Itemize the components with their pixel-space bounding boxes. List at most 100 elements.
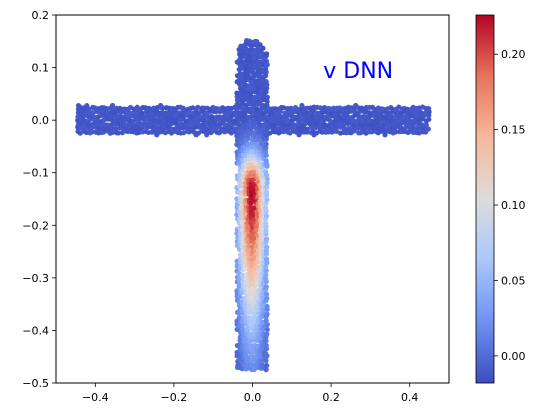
data-point [264, 295, 270, 301]
data-point [254, 294, 260, 301]
data-point [251, 168, 257, 175]
data-point [109, 102, 116, 109]
data-point [80, 113, 87, 119]
data-point [328, 118, 334, 124]
data-point [404, 106, 410, 112]
data-point [239, 94, 245, 100]
data-point [254, 259, 260, 265]
data-point [245, 132, 251, 138]
data-point [289, 110, 295, 116]
data-point [281, 105, 287, 111]
x-tick-label: 0.2 [322, 391, 340, 404]
data-point [313, 114, 319, 120]
data-point [263, 358, 269, 364]
data-point [186, 125, 192, 131]
data-point [263, 351, 269, 357]
data-point [139, 110, 145, 116]
data-point [245, 247, 251, 253]
y-tick-label: 0.0 [32, 114, 50, 127]
data-point [425, 126, 431, 132]
data-point [236, 77, 242, 83]
scatter-points [75, 38, 432, 373]
data-point [127, 110, 133, 116]
data-point [263, 317, 269, 324]
data-point [257, 85, 263, 91]
data-point [242, 283, 248, 289]
data-point [237, 183, 243, 190]
data-point [248, 309, 254, 315]
data-point [264, 94, 270, 100]
colorbar-tick-label: 0.20 [501, 48, 526, 61]
data-point [263, 272, 269, 278]
data-point [239, 59, 245, 65]
data-point [264, 331, 270, 337]
data-point [103, 106, 110, 112]
data-point [263, 136, 269, 142]
data-point [121, 121, 128, 127]
data-point [248, 200, 254, 206]
data-point [264, 321, 270, 328]
y-tick-label: −0.5 [22, 377, 49, 390]
data-point [292, 104, 299, 111]
data-point [313, 124, 319, 130]
data-point [264, 51, 270, 57]
data-point [319, 109, 325, 116]
data-point [101, 117, 107, 123]
data-point [248, 287, 254, 293]
y-tick-label: 0.2 [32, 9, 50, 22]
data-point [260, 362, 266, 368]
data-point [115, 120, 122, 126]
data-point [264, 326, 270, 333]
y-tick-label: −0.2 [22, 219, 49, 232]
data-point [398, 113, 404, 120]
data-point [257, 42, 263, 48]
colorbar-axis: 0.00 0.05 0.10 0.15 0.20 [494, 48, 526, 363]
data-point [264, 196, 270, 203]
data-point [263, 58, 269, 64]
data-point [248, 39, 254, 45]
data-point [160, 105, 166, 111]
data-point [263, 291, 270, 297]
data-point [257, 122, 264, 128]
x-tick-label: 0.0 [244, 391, 262, 404]
data-point [299, 102, 305, 109]
data-point [381, 125, 387, 132]
data-point [426, 116, 432, 122]
data-point [251, 331, 257, 337]
data-point [248, 90, 254, 96]
data-point [263, 141, 269, 147]
data-point [263, 367, 269, 373]
data-point [333, 125, 340, 131]
data-point [264, 102, 270, 108]
data-point [201, 117, 207, 123]
colorbar-tick-label: 0.15 [501, 124, 526, 137]
data-point [172, 113, 178, 119]
colorbar-tick-label: 0.00 [501, 350, 526, 363]
x-tick-label: −0.4 [82, 391, 109, 404]
data-point [175, 121, 181, 127]
data-point [195, 104, 201, 110]
data-point [264, 256, 270, 262]
x-tick-label: −0.2 [161, 391, 188, 404]
data-point [86, 106, 92, 112]
data-point [264, 180, 270, 186]
data-point [264, 98, 270, 105]
data-point [263, 220, 269, 227]
data-point [249, 58, 255, 64]
data-point [95, 118, 101, 124]
data-point [251, 188, 257, 194]
data-point [263, 213, 270, 219]
data-point [142, 118, 148, 124]
data-point [263, 236, 270, 242]
data-point [248, 114, 254, 120]
data-point [304, 110, 310, 116]
data-point [204, 126, 210, 132]
data-point [239, 366, 245, 372]
data-point [236, 110, 243, 116]
data-point [251, 318, 257, 324]
data-point [366, 110, 373, 116]
data-point [236, 362, 242, 368]
data-point [233, 126, 239, 132]
data-point [130, 122, 136, 128]
data-point [264, 244, 270, 250]
